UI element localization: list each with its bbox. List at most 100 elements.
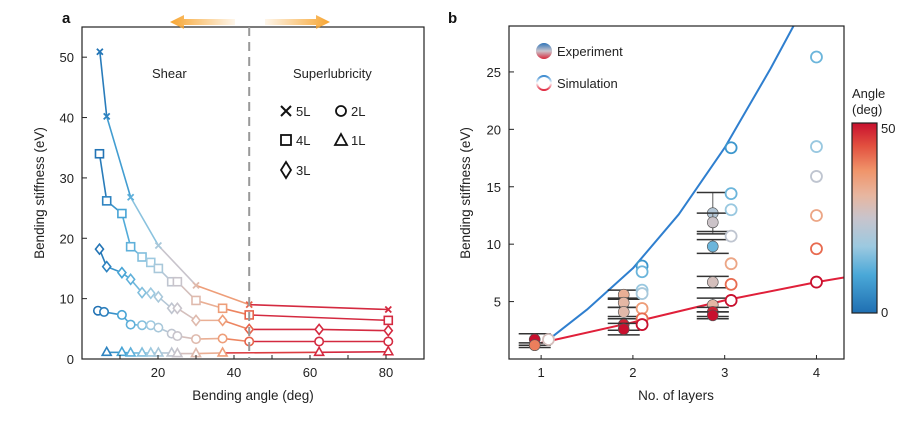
filled-circle-marker-icon [536,43,552,59]
colorbar-max-label: 50 [881,121,895,136]
series-line-segment [195,284,250,306]
experiment-marker [528,339,541,352]
series-3L [94,242,394,337]
panel-a-x-tick-label: 60 [303,365,317,380]
data-point-1L [382,345,395,356]
panel-a-y-tick-label: 0 [67,352,74,367]
shear-arrow [170,15,235,29]
series-line-segment [105,116,132,198]
legend-label-1L: 1L [351,133,365,148]
panel-b-letter: b [448,10,457,27]
data-point-1L [124,346,137,357]
shear-label: Shear [152,66,187,81]
experiment-marker [706,276,719,288]
series-5L [96,48,392,314]
series-line-segment [249,303,389,311]
simulation-marker [724,229,738,243]
legend-entry-simulation: Simulation [536,75,618,91]
data-point-3L [314,323,325,336]
series-line-segment [319,328,389,332]
square-marker-icon [280,134,292,146]
series-1L [100,345,395,358]
series-line-segment [98,153,108,201]
data-point-3L [145,286,156,300]
panel-a-y-tick-label: 10 [60,292,74,307]
data-point-2L [217,333,228,344]
data-point-1L [136,346,148,357]
panel-a-legend: 5L 2L 4L 1L 3L [279,104,365,180]
data-point-3L [190,314,202,327]
simulation-marker [724,257,738,271]
experiment-marker [617,306,630,318]
simulation-marker [810,170,823,183]
data-point-1L [152,346,165,357]
panel-a-y-tick-label: 20 [60,231,74,246]
experiment-marker [617,323,630,335]
panel-a-y-tick-label: 50 [60,50,74,65]
legend-label-4L: 4L [296,133,310,148]
right-arrow-icon [265,15,330,29]
data-point-3L [153,290,164,304]
superlubricity-label: Superlubricity [293,66,372,81]
panel-a-letter: a [62,10,71,27]
experiment-point [607,322,640,336]
legend-entry-4L: 4L [280,133,310,148]
data-point-4L [153,263,164,274]
experiment-marker [706,240,719,253]
series-line-segment [222,319,250,331]
panel-b-y-axis-title: Bending stiffness (eV) [458,127,473,259]
series-line-segment [195,352,223,355]
series-line-segment [121,213,132,247]
diamond-marker-icon [279,160,293,180]
panel-b-y-tick-label: 15 [487,180,501,195]
legend-entry-1L: 1L [333,132,365,148]
simulation-marker [810,140,823,153]
simulation-marker [810,242,823,256]
panel-a-data [92,48,395,358]
fit-line [549,26,795,340]
simulation-marker [724,203,738,217]
data-point-2L [191,334,202,345]
simulation-marker [542,333,555,346]
data-point-1L [100,345,113,357]
panel-a-x-tick-label: 20 [151,365,165,380]
colorbar-title-line1: Angle [852,86,885,101]
series-4L [94,148,394,326]
data-point-3L [125,273,136,286]
series-line-segment [222,351,320,354]
simulation-marker [724,141,738,155]
legend-entry-experiment: Experiment [536,43,623,59]
data-point-2L [137,320,148,331]
x-marker-icon [280,105,292,117]
colorbar-gradient [851,122,878,314]
data-point-2L [125,319,136,330]
data-point-1L [144,346,157,357]
simulation-marker [724,187,738,201]
legend-label-simulation: Simulation [557,76,618,91]
data-point-2L [99,306,110,317]
data-point-5L [96,48,104,56]
data-point-3L [116,266,127,279]
colorbar: Angle (deg) 50 0 [851,86,895,320]
series-2L [92,305,394,347]
data-point-4L [94,148,105,159]
data-point-4L [217,303,228,314]
data-point-1L [116,345,128,357]
experiment-point [696,212,729,233]
panel-b-ticks: 5 10 15 20 25 1 2 3 4 [487,65,821,380]
simulation-marker [810,50,823,64]
experiment-marker [706,309,719,322]
open-circle-marker-icon [536,75,552,91]
data-point-1L [216,346,229,357]
panel-b-x-tick-label: 2 [629,365,636,380]
simulation-marker [724,277,738,291]
data-point-4L [191,295,201,306]
data-point-5L [192,281,200,289]
data-point-5L [384,305,392,314]
panel-a-y-tick-label: 40 [60,111,74,126]
panel-a-ticks: 0 10 20 30 40 50 20 40 60 80 [60,50,394,380]
data-point-1L [313,345,325,357]
data-point-2L [172,331,183,342]
data-point-5L [127,193,135,201]
data-point-4L [172,276,183,287]
